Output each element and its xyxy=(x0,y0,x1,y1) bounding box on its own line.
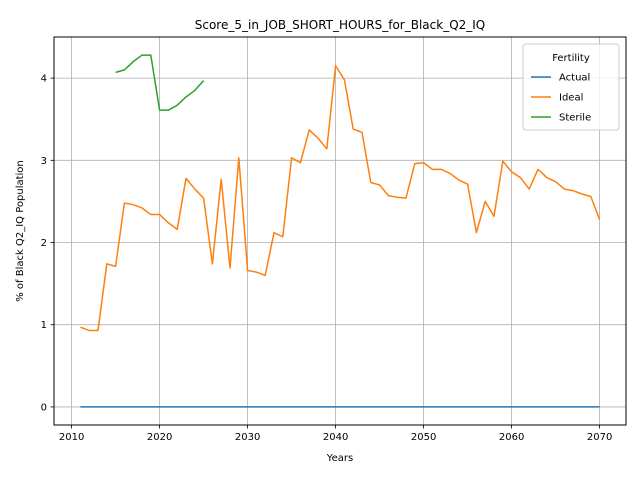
x-axis: 2010 2020 2030 2040 2050 2060 2070 xyxy=(59,425,612,443)
series-line-sterile xyxy=(115,54,205,111)
y-tick-label: 0 xyxy=(41,402,47,413)
x-tick-label: 2010 xyxy=(59,432,84,443)
x-tick-label: 2020 xyxy=(147,432,172,443)
legend-label: Ideal xyxy=(559,93,583,104)
plot-frame xyxy=(53,36,627,426)
legend-label: Actual xyxy=(559,73,590,84)
x-tick-label: 2040 xyxy=(323,432,348,443)
legend-title: Fertility xyxy=(552,53,590,64)
legend-box xyxy=(522,43,620,131)
x-tick-label: 2050 xyxy=(411,432,436,443)
y-axis: 0 1 2 3 4 xyxy=(41,74,54,413)
legend-label: Sterile xyxy=(559,113,591,124)
chart-title: Score_5_in_JOB_SHORT_HOURS_for_Black_Q2_… xyxy=(195,18,486,32)
x-tick-label: 2030 xyxy=(235,432,260,443)
x-axis-label: Years xyxy=(326,453,353,464)
y-axis-label: % of Black Q2_IQ Population xyxy=(15,160,26,302)
y-tick-label: 1 xyxy=(41,320,47,331)
y-tick-label: 2 xyxy=(41,238,47,249)
legend: Fertility Actual Ideal Sterile xyxy=(522,43,620,131)
series-line-ideal xyxy=(80,65,601,332)
x-tick-label: 2070 xyxy=(587,432,612,443)
y-tick-label: 4 xyxy=(41,74,47,85)
series-layer xyxy=(80,54,601,408)
y-tick-label: 3 xyxy=(41,156,47,167)
x-tick-label: 2060 xyxy=(499,432,524,443)
